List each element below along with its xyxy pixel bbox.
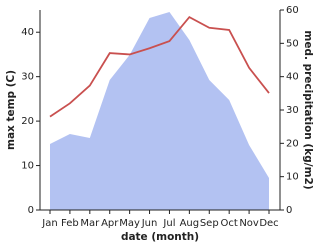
- y2-tick-label: 0: [286, 205, 292, 216]
- x-tick-label: Jan: [41, 218, 57, 229]
- temperature-line: [49, 15, 270, 118]
- y2-tick-label: 40: [286, 72, 299, 83]
- x-tick-label: Jul: [162, 218, 175, 229]
- x-tick-label: Mar: [80, 218, 100, 229]
- x-tick-label: Apr: [101, 218, 119, 229]
- precipitation-area: [50, 12, 269, 210]
- x-tick-label: Jun: [141, 218, 158, 229]
- y2-tick-label: 20: [286, 138, 299, 149]
- x-tick-label: Sep: [200, 218, 219, 229]
- x-tick-label: Aug: [180, 218, 200, 229]
- x-tick-label: Nov: [239, 218, 259, 229]
- y2-tick-label: 10: [286, 172, 299, 183]
- y-tick-label: 30: [21, 72, 34, 83]
- y-tick-label: 20: [21, 116, 34, 127]
- y2-tick-label: 60: [286, 5, 299, 16]
- y-tick-label: 0: [28, 205, 34, 216]
- y-tick-label: 40: [21, 27, 34, 38]
- x-tick-label: Feb: [61, 218, 79, 229]
- y2-tick-label: 30: [286, 105, 299, 116]
- x-tick-label: Oct: [221, 218, 238, 229]
- x-tick-label: May: [119, 218, 140, 229]
- x-tick-label: Dec: [259, 218, 278, 229]
- y-tick-label: 10: [21, 161, 34, 172]
- y2-tick-label: 50: [286, 38, 299, 49]
- y2-axis-label: med. precipitation (kg/m2): [302, 30, 314, 189]
- y-axis-label: max temp (C): [5, 70, 17, 150]
- x-axis-label: date (month): [121, 231, 199, 243]
